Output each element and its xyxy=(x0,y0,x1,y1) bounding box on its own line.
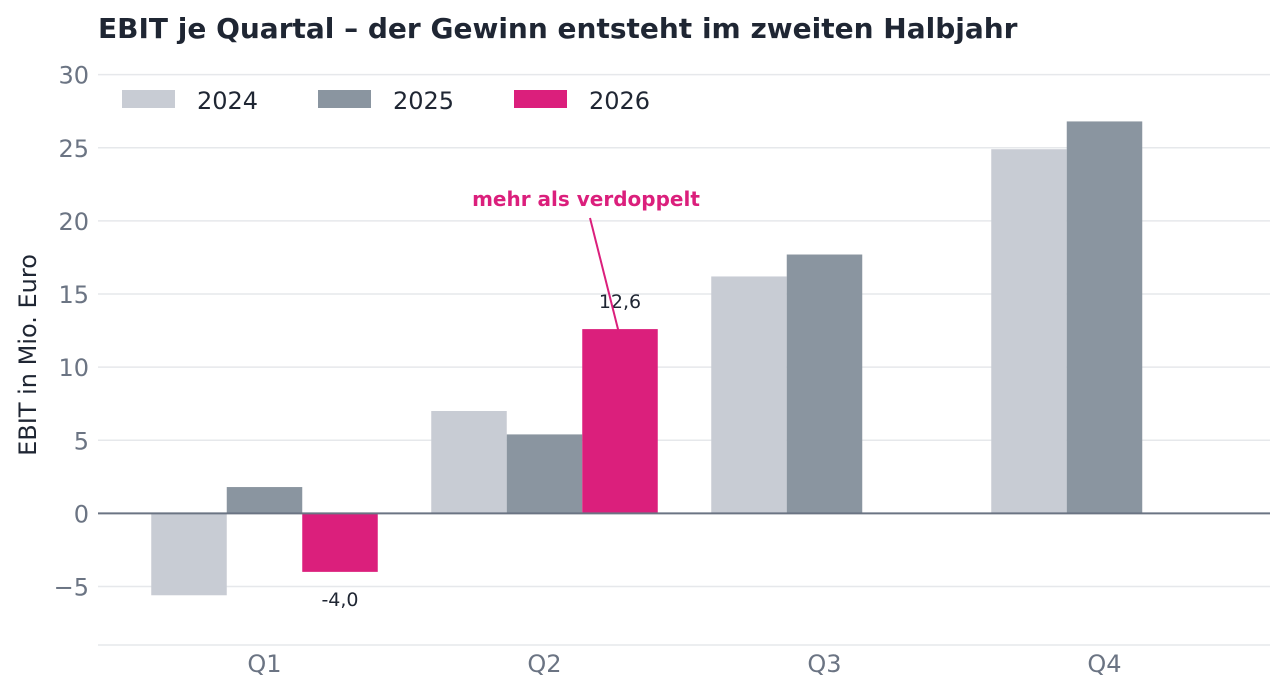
chart-title: EBIT je Quartal – der Gewinn entsteht im… xyxy=(98,12,1018,45)
legend-label: 2025 xyxy=(393,87,454,115)
x-tick-label: Q3 xyxy=(807,650,841,678)
legend-label: 2026 xyxy=(589,87,650,115)
x-tick-label: Q2 xyxy=(527,650,561,678)
y-tick-label: 10 xyxy=(58,354,89,382)
legend-swatch-2026 xyxy=(514,90,567,108)
y-tick-label: 30 xyxy=(58,62,89,90)
y-axis-label: EBIT in Mio. Euro xyxy=(14,254,42,456)
axes: Q1 Q2 Q3 Q4 xyxy=(98,512,1270,678)
data-label: -4,0 xyxy=(321,589,358,611)
x-tick-label: Q1 xyxy=(247,650,281,678)
bar-2026-Q2 xyxy=(582,329,658,514)
bar-2024-Q2 xyxy=(431,411,507,514)
annotation-arrow xyxy=(589,217,620,334)
bar-2025-Q4 xyxy=(1066,121,1143,514)
bar-2025-Q2 xyxy=(506,434,583,514)
y-tick-label: 0 xyxy=(74,500,89,528)
annotation: mehr als verdoppelt xyxy=(472,187,700,334)
legend-label: 2024 xyxy=(197,87,258,115)
y-tick-label: 20 xyxy=(58,208,89,236)
legend-swatch-2025 xyxy=(318,90,371,108)
bar-2024-Q4 xyxy=(991,149,1067,514)
legend: 2024 2025 2026 xyxy=(122,87,650,115)
y-tick-label: 25 xyxy=(58,135,89,163)
bar-2026-Q1 xyxy=(302,513,378,572)
legend-swatch-2024 xyxy=(122,90,175,108)
y-tick-label: 15 xyxy=(58,281,89,309)
data-label: 12,6 xyxy=(599,291,641,313)
bar-2025-Q3 xyxy=(786,254,863,514)
y-tick-label: −5 xyxy=(54,574,89,602)
bar-2024-Q1 xyxy=(151,513,227,596)
bar-2024-Q3 xyxy=(711,276,787,514)
y-tick-label: 5 xyxy=(74,427,89,455)
annotation-text: mehr als verdoppelt xyxy=(472,187,700,211)
bars xyxy=(151,121,1143,596)
x-tick-label: Q4 xyxy=(1087,650,1121,678)
bar-2025-Q1 xyxy=(226,487,303,514)
